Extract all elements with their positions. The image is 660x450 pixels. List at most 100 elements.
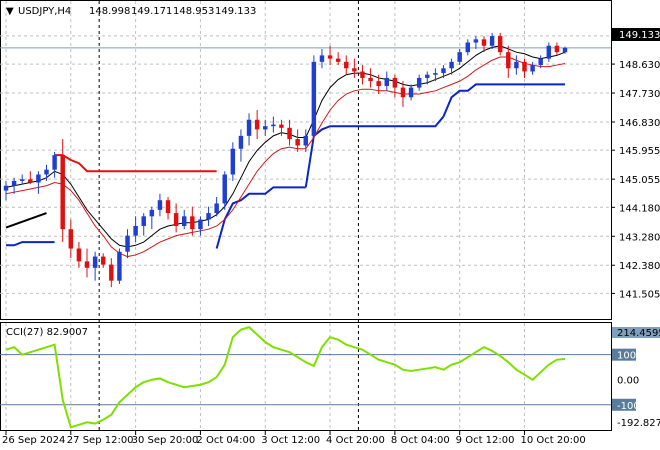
candle-body — [84, 261, 90, 268]
candle — [416, 74, 422, 91]
price-tick-label: 146.830 — [619, 118, 660, 129]
candle-body — [254, 119, 260, 130]
ohlc-close: 149.133 — [215, 6, 256, 17]
candle — [28, 171, 33, 185]
cci-level-box — [612, 348, 636, 361]
candle-body — [60, 155, 65, 230]
candle-body — [368, 77, 373, 82]
candle — [506, 45, 511, 78]
candle-body — [279, 124, 284, 128]
candle — [271, 116, 276, 133]
candle-body — [109, 264, 114, 281]
candle-body — [141, 216, 146, 226]
candle-body — [497, 36, 503, 53]
candle — [36, 171, 41, 194]
candle — [100, 253, 106, 268]
fast-moving-average — [5, 45, 566, 248]
candle — [408, 84, 414, 101]
candle-body — [400, 87, 406, 98]
cci-scale: 214.4595 100 0.00 -100 -192.827 — [612, 327, 660, 429]
candle — [109, 258, 114, 288]
candle — [173, 203, 179, 233]
price-scale: 149.505148.630147.730146.830145.955145.0… — [611, 32, 660, 300]
candle — [497, 32, 503, 56]
candle — [206, 206, 211, 226]
candle — [425, 71, 430, 85]
price-tick-label: 143.280 — [619, 232, 660, 243]
candle-body — [514, 61, 519, 69]
candle-body — [392, 77, 398, 88]
price-tick-label: 147.730 — [619, 89, 660, 100]
candle-body — [271, 124, 276, 127]
candle-body — [473, 39, 479, 43]
candle-body — [352, 68, 357, 72]
candle-body — [335, 58, 341, 62]
resistance-stop-line — [54, 154, 217, 173]
candle-body — [376, 81, 381, 86]
cci-grid — [0, 354, 611, 406]
candle — [190, 206, 195, 236]
candle-body — [173, 213, 179, 226]
candle — [546, 42, 552, 62]
candle-body — [449, 61, 454, 69]
candle — [230, 142, 236, 181]
price-tick-label: 145.955 — [619, 146, 660, 157]
candle — [562, 46, 568, 54]
candle-body — [182, 216, 187, 226]
candle-body — [441, 68, 446, 74]
candle-body — [263, 126, 268, 130]
cci-scale-label: 214.4595 — [617, 328, 660, 339]
candle-body — [198, 219, 203, 230]
candle-body — [3, 185, 9, 191]
candle-body — [92, 256, 98, 268]
candle — [433, 68, 438, 82]
candle — [473, 36, 479, 49]
candle — [392, 74, 398, 98]
candle-body — [44, 169, 49, 175]
candle-body — [157, 200, 163, 210]
candle — [554, 42, 560, 56]
time-tick-label: 27 Sep 12:00 — [67, 435, 134, 446]
candle — [384, 71, 389, 91]
candle — [19, 174, 25, 185]
price-tick-label: 141.505 — [619, 289, 660, 300]
candle-body — [522, 61, 527, 72]
ohlc-open: 148.998 — [89, 6, 130, 17]
candle — [157, 193, 163, 217]
candle — [335, 52, 341, 66]
candle-body — [125, 235, 130, 252]
candle-body — [481, 39, 487, 46]
support-stop-line — [304, 115, 445, 188]
time-tick-label: 30 Sep 20:00 — [132, 435, 199, 446]
candle-body — [11, 180, 17, 186]
price-tick-label: 145.055 — [619, 175, 660, 186]
candle-body — [465, 42, 471, 53]
candle — [198, 216, 203, 236]
candle — [522, 58, 527, 78]
candle-body — [190, 216, 195, 230]
candle — [254, 110, 260, 140]
candle — [125, 229, 130, 259]
candle-body — [538, 58, 543, 66]
candle — [133, 216, 138, 243]
cci-line — [5, 325, 566, 429]
candle — [538, 55, 543, 69]
cci-scale-label: -192.827 — [617, 418, 660, 429]
candle-body — [433, 73, 438, 75]
candle — [481, 36, 487, 53]
candle — [311, 55, 317, 140]
candle — [344, 55, 349, 75]
cci-scale-label: -100 — [617, 401, 640, 412]
candle — [263, 119, 268, 136]
candle-body — [76, 248, 82, 262]
time-tick-label: 8 Oct 04:00 — [391, 435, 450, 446]
cci-panel-frame — [0, 322, 612, 431]
candle-body — [206, 213, 211, 220]
candle — [222, 171, 227, 210]
ohlc-high: 149.171 — [131, 6, 172, 17]
candle — [84, 248, 90, 278]
symbol-label: USDJPY,H4 — [18, 6, 71, 17]
time-tick-label: 2 Oct 04:00 — [196, 435, 255, 446]
candle-body — [408, 87, 414, 98]
collapse-triangle-icon[interactable]: ▼ — [6, 6, 14, 17]
